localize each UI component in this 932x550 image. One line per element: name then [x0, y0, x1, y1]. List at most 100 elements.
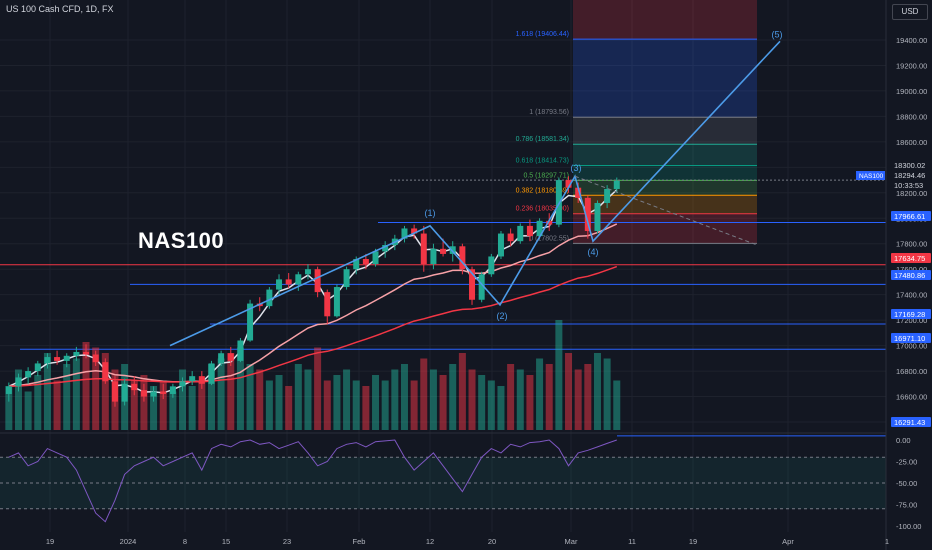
- price-badge: [891, 253, 931, 263]
- volume-bar: [5, 386, 13, 430]
- currency-selector[interactable]: USD: [892, 4, 928, 20]
- time-tick-label: 2024: [120, 537, 137, 546]
- candle-body: [594, 202, 601, 231]
- time-tick-label: 11: [628, 537, 636, 546]
- volume-bar: [565, 353, 573, 430]
- volume-bar: [188, 386, 196, 430]
- fib-level-label: 0.236 (18035.90): [516, 206, 569, 213]
- volume-bar: [362, 386, 370, 430]
- oscillator-tick-label: -50.00: [896, 479, 917, 488]
- price-badge: [891, 160, 931, 170]
- price-tick-label: 19400.00: [896, 36, 927, 45]
- candle-body: [247, 303, 254, 341]
- volume-bar: [314, 347, 322, 430]
- volume-bar: [227, 353, 235, 430]
- candle-body: [584, 197, 591, 231]
- volume-bar: [468, 369, 476, 430]
- candle-body: [430, 248, 437, 265]
- candle-body: [63, 355, 70, 361]
- candle-body: [208, 363, 215, 384]
- fib-zone: [573, 180, 757, 196]
- candle-body: [546, 220, 553, 225]
- candle-body: [83, 351, 90, 355]
- price-badge-label: 17634.75: [894, 254, 925, 263]
- price-tick-label: 18200.00: [896, 189, 927, 198]
- time-tick-label: 19: [689, 537, 697, 546]
- candle-body: [382, 245, 389, 252]
- price-badge-label: 16971.10: [894, 334, 925, 343]
- candle-body: [565, 180, 572, 188]
- candle-body: [44, 357, 51, 364]
- wave-label: (1): [425, 208, 436, 218]
- candle-body: [15, 377, 22, 387]
- fib-level-label: 0.618 (18414.73): [516, 157, 569, 164]
- volume-bar: [63, 364, 71, 430]
- candle-body: [343, 269, 350, 288]
- fib-zone: [573, 144, 757, 166]
- volume-bar: [294, 364, 302, 430]
- volume-bar: [391, 369, 399, 430]
- candle-body: [459, 246, 466, 270]
- volume-bar: [217, 358, 225, 430]
- volume-bar: [92, 347, 100, 430]
- volume-bar: [82, 342, 90, 430]
- price-tick-label: 17000.00: [896, 342, 927, 351]
- candle-body: [536, 220, 543, 237]
- price-tick-label: 19200.00: [896, 61, 927, 70]
- volume-bar: [545, 364, 553, 430]
- candle-body: [517, 225, 524, 242]
- candle-body: [333, 287, 340, 317]
- wave-label: (2): [497, 311, 508, 321]
- volume-bar: [24, 391, 32, 430]
- fib-level-label: 0.382 (18180.69): [516, 187, 569, 194]
- price-tick-label: 18800.00: [896, 112, 927, 121]
- price-badge-label: 17480.86: [894, 271, 925, 280]
- volume-bar: [333, 375, 341, 430]
- candle-body: [401, 228, 408, 239]
- candle-body: [160, 391, 167, 394]
- volume-bar: [150, 386, 158, 430]
- candle-body: [285, 279, 292, 285]
- candle-body: [189, 376, 196, 382]
- volume-bar: [343, 369, 351, 430]
- volume-bar: [236, 347, 244, 430]
- candle-body: [218, 353, 225, 364]
- price-badge-label: 18294.46: [894, 171, 925, 180]
- volume-bars: [5, 320, 621, 430]
- price-badge: [891, 170, 931, 180]
- price-badge: [891, 309, 931, 319]
- candle-body: [227, 353, 234, 361]
- price-badge: [891, 270, 931, 280]
- volume-bar: [410, 380, 418, 430]
- candle-body: [295, 274, 302, 285]
- fib-zone: [573, 213, 757, 244]
- candle-body: [478, 274, 485, 300]
- candle-body: [497, 233, 504, 257]
- price-tick-label: 16600.00: [896, 393, 927, 402]
- volume-bar: [429, 369, 437, 430]
- volume-bar: [256, 369, 264, 430]
- volume-bar: [478, 375, 486, 430]
- candle-body: [150, 391, 157, 397]
- volume-bar: [352, 380, 360, 430]
- oscillator-line: [8, 439, 617, 523]
- fib-zone: [573, 165, 757, 181]
- time-tick-label: 20: [488, 537, 496, 546]
- oscillator-tick-label: -25.00: [896, 458, 917, 467]
- fib-level-label: 0 (17802.55): [529, 235, 569, 242]
- volume-bar: [285, 386, 293, 430]
- price-tick-label: 19000.00: [896, 87, 927, 96]
- time-tick-label: 8: [183, 537, 187, 546]
- price-badge-label: 16291.43: [894, 418, 925, 427]
- price-badge-label: 17966.61: [894, 212, 925, 221]
- price-badge-label: 10:33:53: [894, 181, 923, 190]
- volume-bar: [43, 353, 51, 430]
- volume-bar: [14, 369, 22, 430]
- time-tick-label: Mar: [565, 537, 578, 546]
- volume-bar: [420, 358, 428, 430]
- fib-zone: [573, 39, 757, 118]
- volume-bar: [101, 353, 109, 430]
- candle-body: [121, 383, 128, 402]
